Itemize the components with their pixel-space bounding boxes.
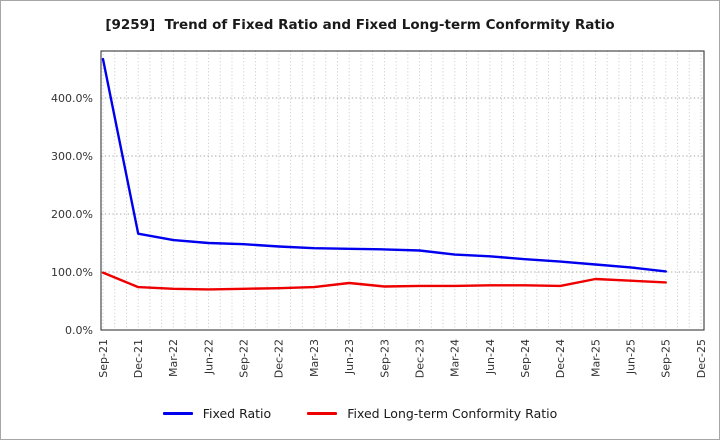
legend-item-fixed-ratio: Fixed Ratio <box>162 405 272 421</box>
svg-text:Jun-23: Jun-23 <box>343 339 356 375</box>
svg-text:Sep-23: Sep-23 <box>378 339 391 378</box>
svg-text:Mar-25: Mar-25 <box>589 339 602 377</box>
svg-text:Dec-22: Dec-22 <box>273 339 286 378</box>
svg-text:Sep-21: Sep-21 <box>97 339 110 378</box>
svg-text:100.0%: 100.0% <box>51 266 93 279</box>
svg-text:Jun-25: Jun-25 <box>624 339 637 375</box>
fixed-ratio-line-swatch-icon <box>162 411 193 415</box>
svg-text:Mar-23: Mar-23 <box>308 339 321 377</box>
svg-text:Mar-24: Mar-24 <box>449 339 462 377</box>
legend-label-fixed-ratio: Fixed Ratio <box>202 405 272 421</box>
svg-text:Dec-24: Dec-24 <box>554 339 567 378</box>
svg-text:300.0%: 300.0% <box>51 150 93 163</box>
svg-text:Sep-22: Sep-22 <box>238 339 251 378</box>
svg-text:Dec-23: Dec-23 <box>413 339 426 378</box>
svg-text:Dec-25: Dec-25 <box>695 339 708 378</box>
svg-text:Sep-24: Sep-24 <box>519 339 532 378</box>
chart-title: [9259] Trend of Fixed Ratio and Fixed Lo… <box>105 17 615 33</box>
svg-text:200.0%: 200.0% <box>51 208 93 221</box>
legend: Fixed Ratio Fixed Long-term Conformity R… <box>1 401 719 425</box>
svg-text:Jun-24: Jun-24 <box>484 339 497 375</box>
fixed-longterm-conformity-line-swatch-icon <box>307 411 338 415</box>
legend-label-fixed-longterm-conformity-ratio: Fixed Long-term Conformity Ratio <box>347 405 558 421</box>
svg-text:400.0%: 400.0% <box>51 92 93 105</box>
svg-text:Sep-25: Sep-25 <box>660 339 673 378</box>
svg-text:0.0%: 0.0% <box>65 324 93 337</box>
svg-text:Mar-22: Mar-22 <box>167 339 180 377</box>
svg-text:Jun-22: Jun-22 <box>202 339 215 375</box>
legend-item-fixed-longterm-conformity-ratio: Fixed Long-term Conformity Ratio <box>307 406 557 421</box>
svg-text:Dec-21: Dec-21 <box>132 339 145 378</box>
